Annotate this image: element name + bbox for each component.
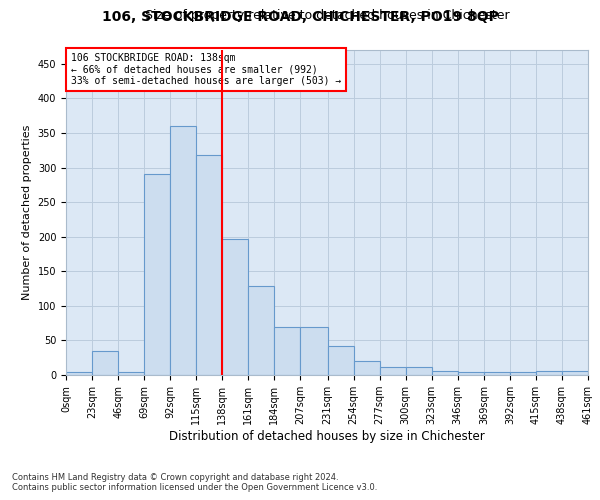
Bar [170,126,196,375]
Text: Contains HM Land Registry data © Crown copyright and database right 2024.
Contai: Contains HM Land Registry data © Crown c… [12,473,377,492]
Bar [484,372,510,375]
Bar [562,371,588,375]
Bar [92,351,118,375]
Bar [380,368,406,375]
Bar [222,239,248,375]
Text: 106 STOCKBRIDGE ROAD: 138sqm
← 66% of detached houses are smaller (992)
33% of s: 106 STOCKBRIDGE ROAD: 138sqm ← 66% of de… [71,53,341,86]
Bar [248,286,274,375]
Bar [66,372,92,375]
Title: Size of property relative to detached houses in Chichester: Size of property relative to detached ho… [145,10,509,22]
Bar [353,361,380,375]
Text: 106, STOCKBRIDGE ROAD, CHICHESTER, PO19 8QP: 106, STOCKBRIDGE ROAD, CHICHESTER, PO19 … [101,10,499,24]
Bar [196,155,222,375]
Bar [406,368,432,375]
Bar [328,346,353,375]
Bar [301,326,328,375]
Bar [510,372,536,375]
X-axis label: Distribution of detached houses by size in Chichester: Distribution of detached houses by size … [169,430,485,443]
Bar [144,174,170,375]
Bar [274,326,301,375]
Y-axis label: Number of detached properties: Number of detached properties [22,125,32,300]
Bar [432,371,458,375]
Bar [458,372,484,375]
Bar [536,371,562,375]
Bar [118,372,144,375]
